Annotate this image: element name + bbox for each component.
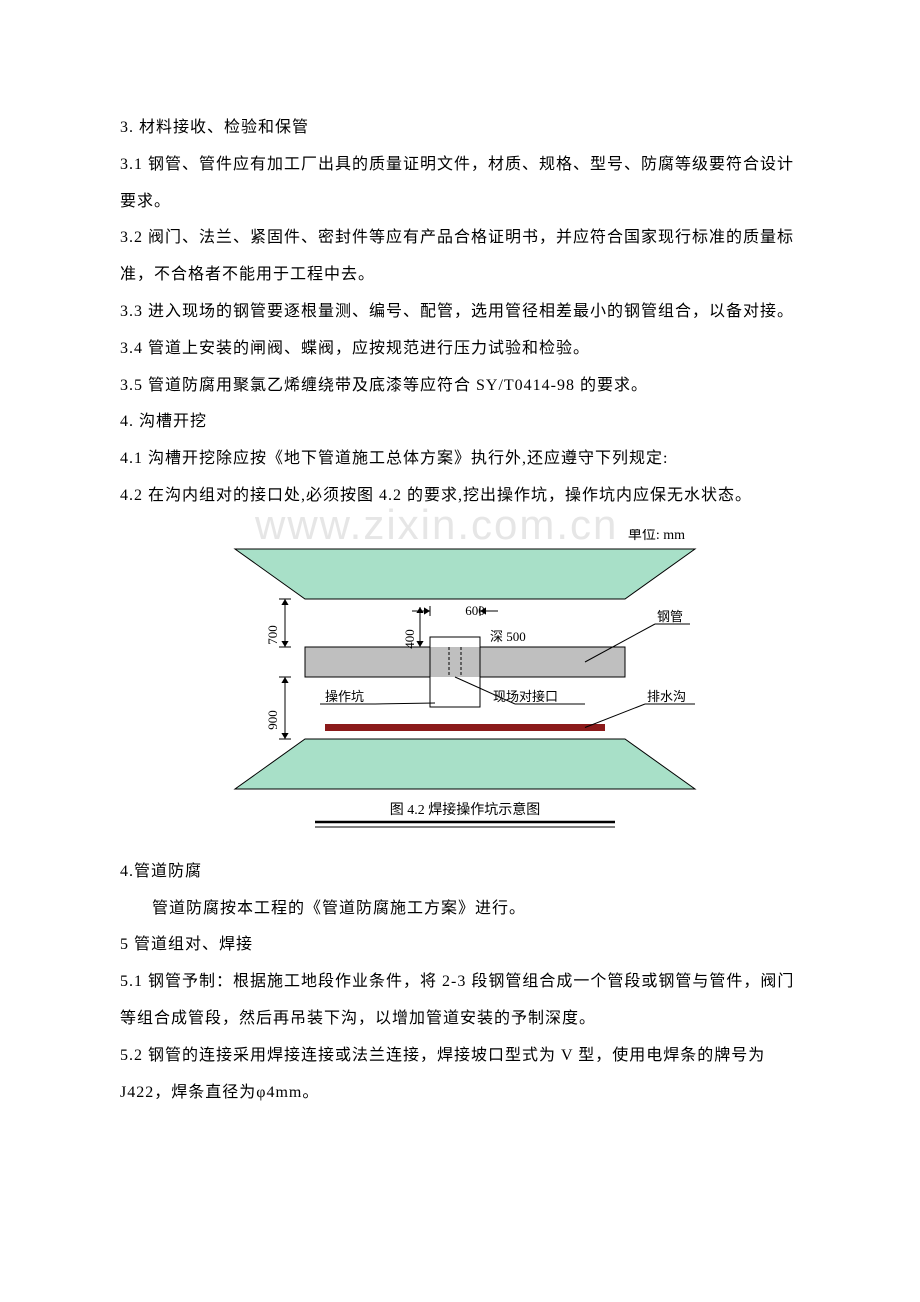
para-3-1: 3.1 钢管、管件应有加工厂出具的质量证明文件，材质、规格、型号、防腐等级要符合… xyxy=(120,147,810,221)
para-3-2: 3.2 阀门、法兰、紧固件、密封件等应有产品合格证明书，并应符合国家现行标准的质… xyxy=(120,220,810,294)
svg-text:700: 700 xyxy=(265,625,280,645)
para-3-5: 3.5 管道防腐用聚氯乙烯缠绕带及底漆等应符合 SY/T0414-98 的要求。 xyxy=(120,368,810,405)
svg-text:钢管: 钢管 xyxy=(657,609,683,624)
svg-text:排水沟: 排水沟 xyxy=(647,689,686,704)
para-4b: 4.管道防腐 xyxy=(120,854,810,891)
para-5-1: 5.1 钢管予制：根据施工地段作业条件，将 2-3 段钢管组合成一个管段或钢管与… xyxy=(120,964,810,1038)
svg-text:深 500: 深 500 xyxy=(490,629,526,644)
svg-text:600: 600 xyxy=(465,603,485,618)
svg-text:900: 900 xyxy=(265,710,280,730)
diagram-figure-4-2: www.zixin.com.cn 单位: mm700900400600深 500… xyxy=(120,529,810,844)
svg-text:现场对接口: 现场对接口 xyxy=(493,689,558,704)
para-3-4: 3.4 管道上安装的闸阀、蝶阀，应按规范进行压力试验和检验。 xyxy=(120,331,810,368)
para-3-3: 3.3 进入现场的钢管要逐根量测、编号、配管，选用管径相差最小的钢管组合，以备对… xyxy=(120,294,810,331)
document-body-lower: 4.管道防腐 管道防腐按本工程的《管道防腐施工方案》进行。 5 管道组对、焊接 … xyxy=(120,854,810,1112)
svg-text:400: 400 xyxy=(402,629,417,649)
para-4: 4. 沟槽开挖 xyxy=(120,404,810,441)
document-body: 3. 材料接收、检验和保管 3.1 钢管、管件应有加工厂出具的质量证明文件，材质… xyxy=(120,110,810,515)
para-5: 5 管道组对、焊接 xyxy=(120,927,810,964)
para-4-2: 4.2 在沟内组对的接口处,必须按图 4.2 的要求,挖出操作坑，操作坑内应保无… xyxy=(120,478,810,515)
svg-text:单位: mm: 单位: mm xyxy=(628,529,685,543)
para-4b-body: 管道防腐按本工程的《管道防腐施工方案》进行。 xyxy=(120,891,810,928)
para-5-2: 5.2 钢管的连接采用焊接连接或法兰连接，焊接坡口型式为 V 型，使用电焊条的牌… xyxy=(120,1038,810,1112)
para-4-1: 4.1 沟槽开挖除应按《地下管道施工总体方案》执行外,还应遵守下列规定: xyxy=(120,441,810,478)
svg-text:操作坑: 操作坑 xyxy=(325,689,364,704)
diagram-svg: 单位: mm 700 900 400 600 深 500 钢管操作坑 现场对接口 排水沟图 4.… xyxy=(215,529,715,839)
para-3: 3. 材料接收、检验和保管 xyxy=(120,110,810,147)
svg-text:图 4.2 焊接操作坑示意图: 图 4.2 焊接操作坑示意图 xyxy=(390,801,541,818)
